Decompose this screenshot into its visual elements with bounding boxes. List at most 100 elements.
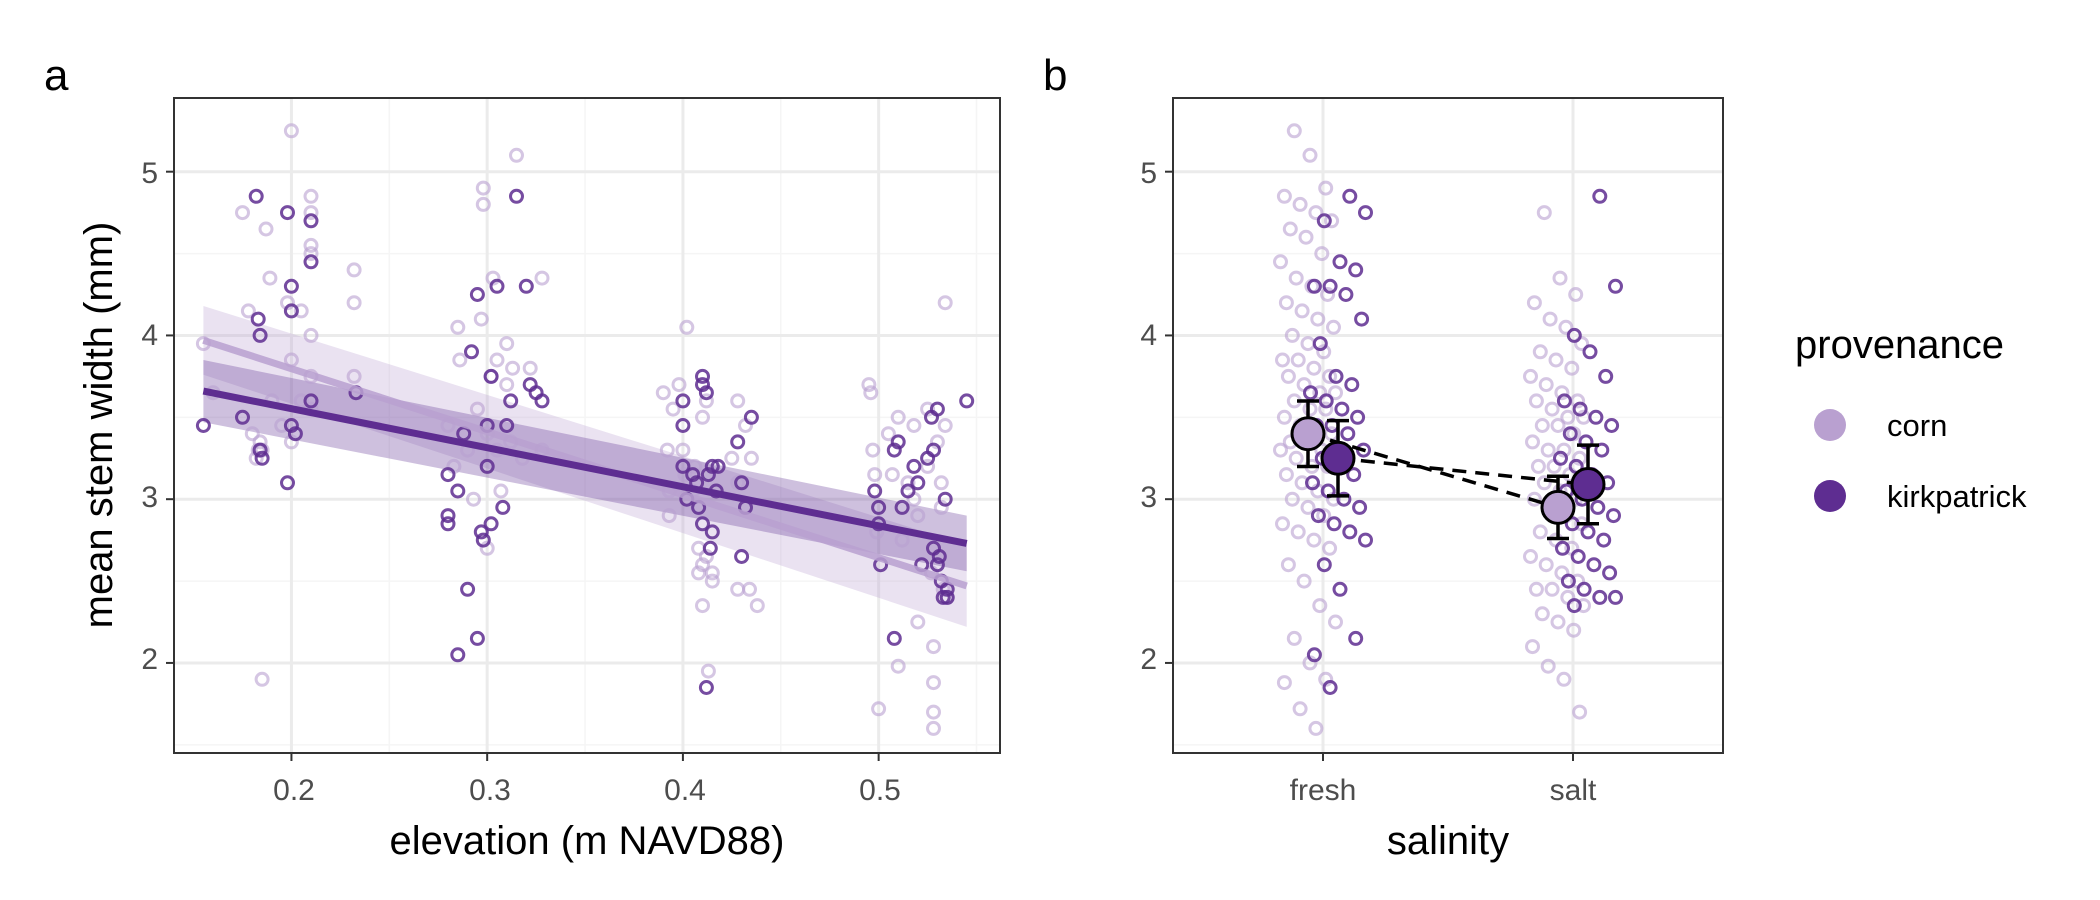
data-point-corn xyxy=(1276,675,1292,691)
data-point-corn xyxy=(1326,319,1341,335)
data-point-kirkpatrick xyxy=(906,458,922,474)
data-point-kirkpatrick xyxy=(695,377,710,393)
data-point-corn xyxy=(534,270,550,286)
data-point-corn xyxy=(655,385,671,401)
data-point-kirkpatrick xyxy=(743,409,759,425)
data-point-kirkpatrick xyxy=(929,557,945,573)
data-point-kirkpatrick xyxy=(1350,409,1366,425)
data-point-corn xyxy=(671,377,687,393)
data-point-kirkpatrick xyxy=(479,458,495,474)
data-point-corn xyxy=(235,205,250,221)
panel-b-tag: b xyxy=(1043,51,1067,100)
data-point-kirkpatrick xyxy=(1566,598,1582,614)
data-point-corn xyxy=(1300,499,1316,515)
data-point-corn xyxy=(1556,671,1572,687)
data-point-kirkpatrick xyxy=(1592,188,1608,204)
x-tick-label: 0.2 xyxy=(273,774,315,807)
data-point-corn xyxy=(894,532,910,548)
data-point-corn xyxy=(1532,524,1548,540)
data-point-corn xyxy=(303,237,319,253)
data-point-kirkpatrick xyxy=(469,630,485,646)
data-point-corn xyxy=(661,508,677,524)
data-point-kirkpatrick xyxy=(303,254,319,270)
data-point-corn xyxy=(675,442,691,458)
data-point-corn xyxy=(252,434,268,450)
data-point-corn xyxy=(1525,639,1540,655)
data-point-kirkpatrick xyxy=(704,458,720,474)
data-point-corn xyxy=(499,377,515,393)
data-point-corn xyxy=(1568,287,1584,302)
data-point-corn xyxy=(1280,368,1296,384)
data-point-kirkpatrick xyxy=(730,434,746,450)
data-point-kirkpatrick xyxy=(900,483,916,499)
legend-label-kirkpatrick: kirkpatrick xyxy=(1887,479,2027,514)
data-point-kirkpatrick xyxy=(1310,508,1326,524)
data-point-corn xyxy=(679,319,695,335)
data-point-kirkpatrick xyxy=(867,483,883,499)
data-point-kirkpatrick xyxy=(1608,589,1623,605)
data-point-corn xyxy=(1308,720,1324,736)
data-point-corn xyxy=(1526,491,1542,507)
data-point-kirkpatrick xyxy=(1582,344,1598,360)
data-point-kirkpatrick xyxy=(1562,426,1578,442)
data-point-corn xyxy=(262,270,278,286)
panel-b-x-axis-title: salinity xyxy=(1387,819,1509,863)
data-point-kirkpatrick xyxy=(303,213,319,229)
data-point-kirkpatrick xyxy=(450,483,466,499)
panel-b-background xyxy=(1173,98,1723,753)
data-point-kirkpatrick xyxy=(1576,581,1592,597)
data-point-corn xyxy=(1564,360,1580,376)
data-point-corn xyxy=(1302,401,1318,417)
data-point-corn xyxy=(1526,295,1542,311)
data-point-corn xyxy=(1558,319,1574,335)
data-point-corn xyxy=(1308,205,1324,221)
data-point-corn xyxy=(1284,491,1300,507)
data-point-kirkpatrick xyxy=(1316,557,1332,573)
data-point-corn xyxy=(283,123,299,139)
data-point-kirkpatrick xyxy=(886,442,902,458)
data-point-corn xyxy=(1544,581,1560,597)
data-point-corn xyxy=(1574,336,1590,352)
data-point-corn xyxy=(691,565,707,581)
data-point-kirkpatrick xyxy=(1342,188,1358,204)
data-point-kirkpatrick xyxy=(1606,508,1621,524)
data-point-corn xyxy=(926,675,941,691)
data-point-corn xyxy=(303,205,319,221)
x-tick-label: 0.4 xyxy=(664,774,706,807)
data-point-kirkpatrick xyxy=(1342,524,1358,540)
data-point-corn xyxy=(479,540,495,556)
data-point-corn xyxy=(1298,229,1314,245)
data-point-kirkpatrick xyxy=(473,524,489,540)
data-point-corn xyxy=(1318,401,1334,417)
data-point-corn xyxy=(1540,658,1556,674)
data-point-corn xyxy=(1282,221,1298,237)
data-point-corn xyxy=(863,385,879,401)
data-point-kirkpatrick xyxy=(1306,278,1322,294)
data-point-corn xyxy=(865,442,881,458)
data-point-corn xyxy=(1284,327,1300,343)
data-point-kirkpatrick xyxy=(894,499,910,515)
data-point-corn xyxy=(1540,442,1556,458)
data-point-corn xyxy=(704,565,720,581)
data-point-corn xyxy=(1572,450,1588,466)
data-point-kirkpatrick xyxy=(939,589,955,605)
x-tick-label: fresh xyxy=(1290,774,1357,807)
data-point-kirkpatrick xyxy=(695,368,710,384)
data-point-kirkpatrick xyxy=(1588,409,1604,425)
mean-point-kirkpatrick xyxy=(1570,466,1606,502)
data-point-corn xyxy=(1534,418,1550,433)
data-point-corn xyxy=(1288,270,1304,286)
data-point-corn xyxy=(884,467,900,483)
data-point-corn xyxy=(1528,581,1544,597)
data-point-corn xyxy=(1523,368,1538,384)
data-point-kirkpatrick xyxy=(464,344,479,360)
data-point-kirkpatrick xyxy=(483,368,499,384)
data-point-corn xyxy=(749,598,765,614)
data-point-kirkpatrick xyxy=(1590,499,1606,515)
data-point-corn xyxy=(1550,418,1566,433)
data-point-corn xyxy=(1576,598,1591,614)
data-point-kirkpatrick xyxy=(871,499,887,515)
data-point-corn xyxy=(1292,701,1308,717)
data-point-kirkpatrick xyxy=(518,278,534,294)
